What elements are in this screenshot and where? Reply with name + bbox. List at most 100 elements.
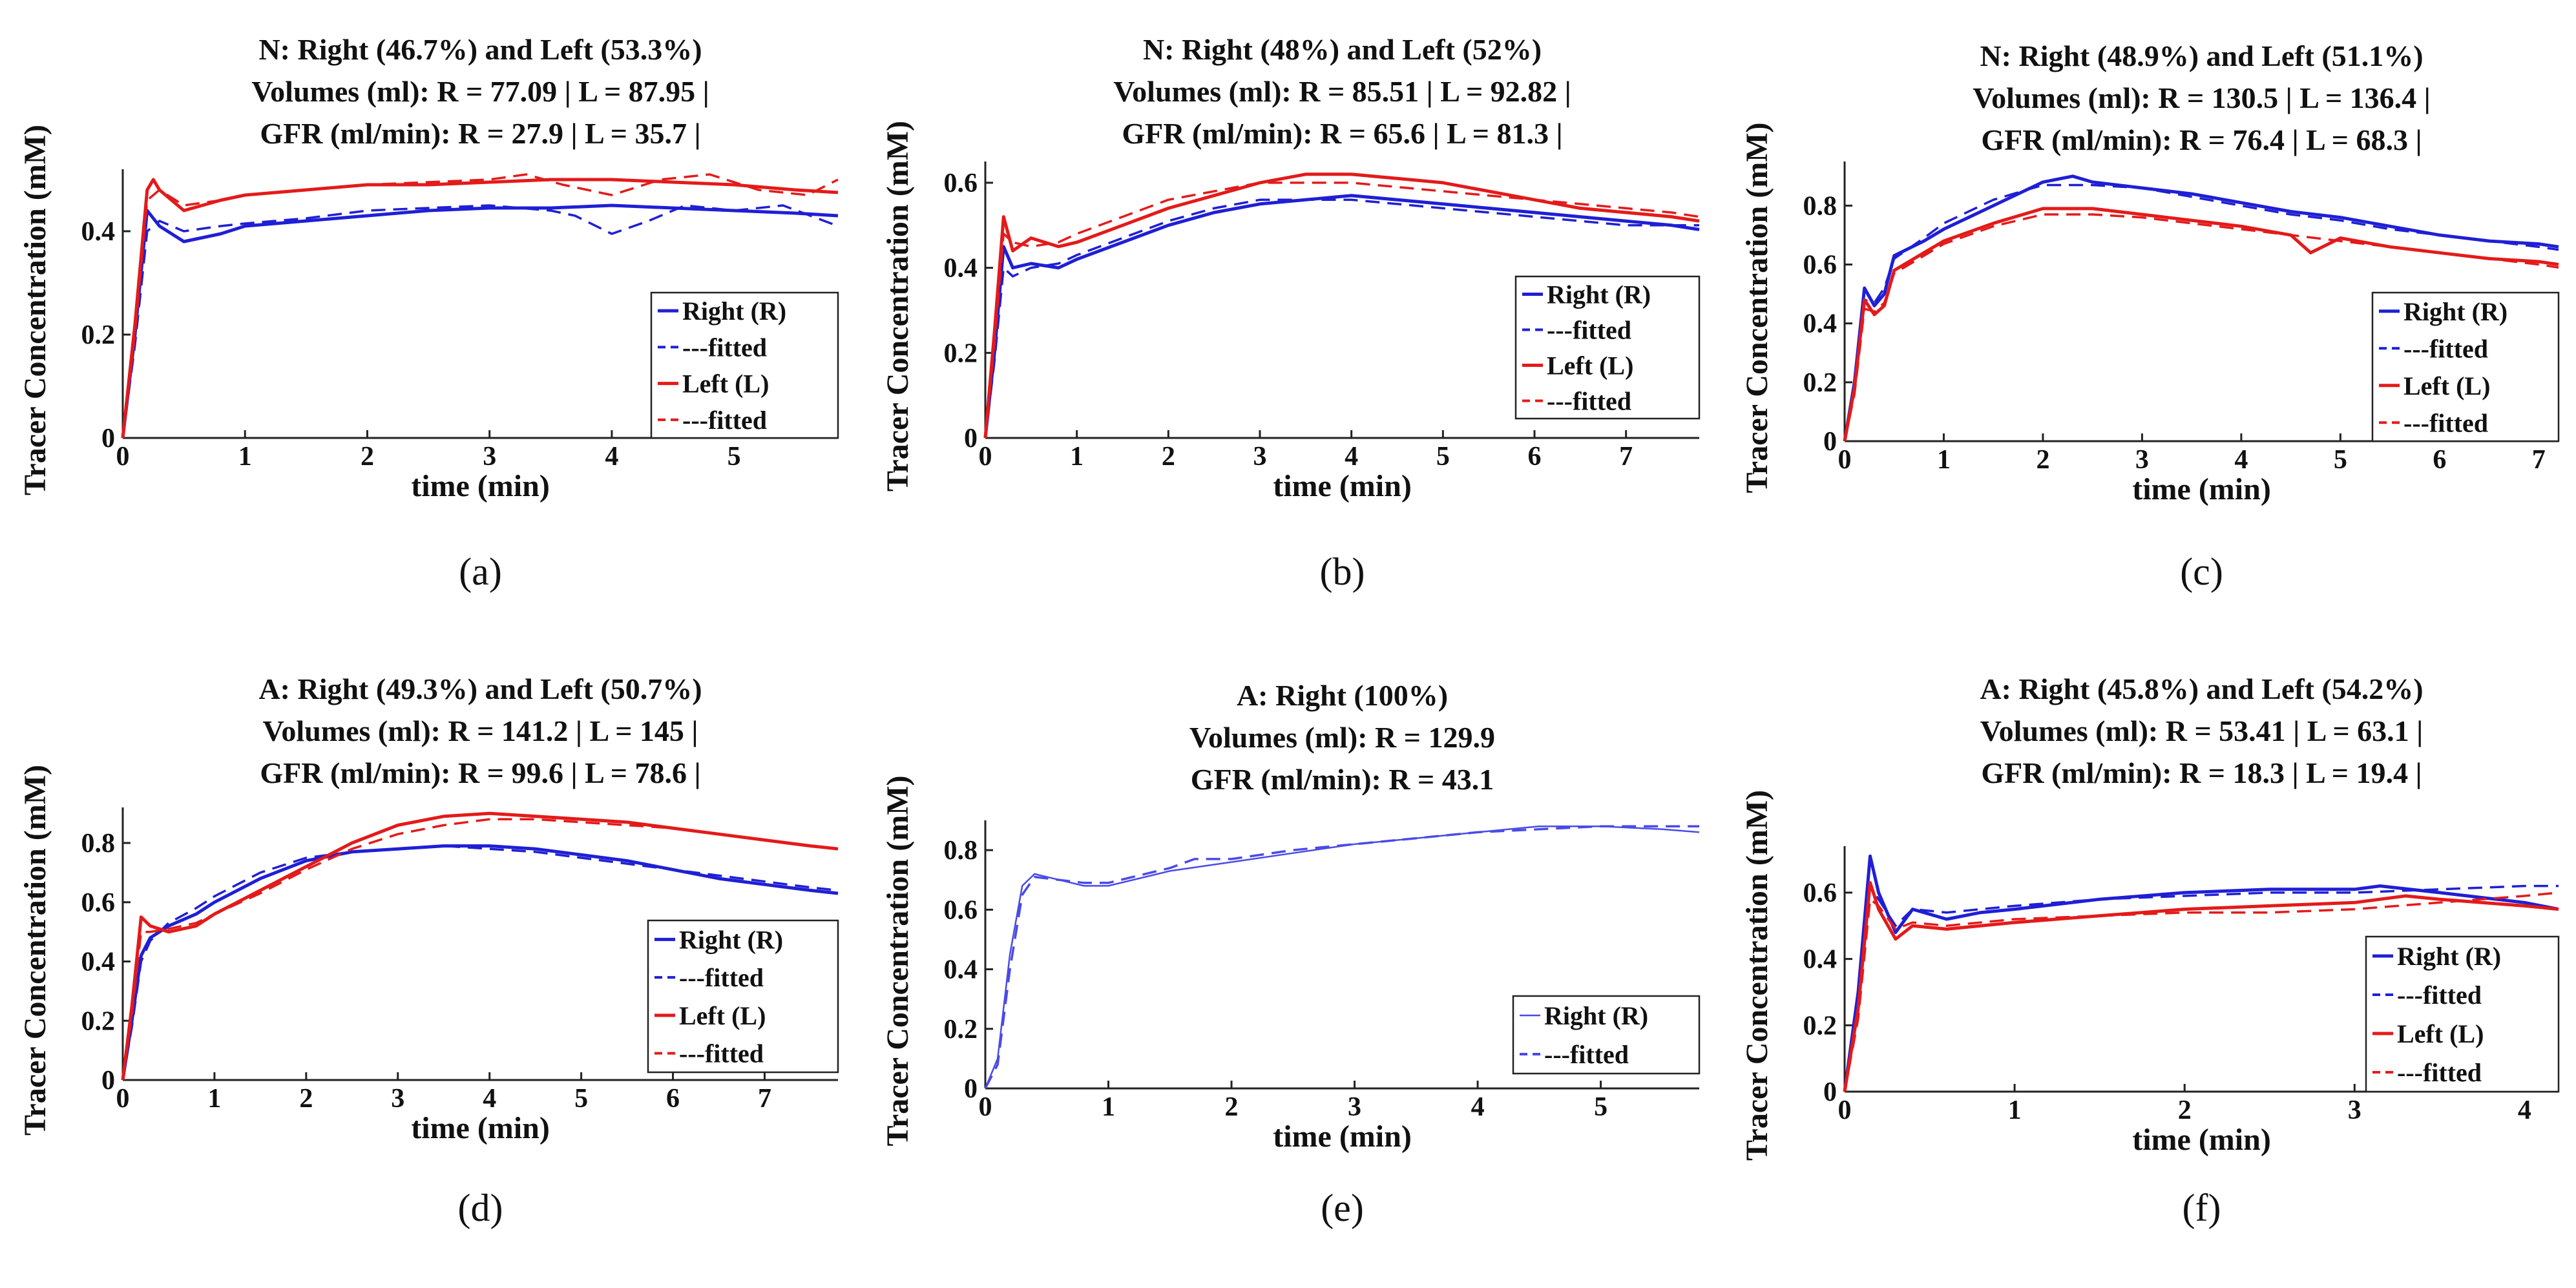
- chart-title-line: GFR (ml/min): R = 18.3 | L = 19.4 |: [1981, 756, 2422, 789]
- y-axis-label: Tracer Concentration (mM): [1740, 122, 1774, 493]
- y-tick-label: 0.2: [1803, 368, 1838, 398]
- chart-panel-e: A: Right (100%) Volumes (ml): R = 129.9 GF…: [881, 679, 1701, 1229]
- y-tick-label: 0: [964, 424, 978, 453]
- x-tick-label: 2: [1225, 1092, 1239, 1122]
- x-tick-label: 4: [2234, 445, 2248, 475]
- chart-title-line: N: Right (46.7%) and Left (53.3%): [258, 33, 702, 66]
- y-tick-label: 0.4: [1803, 309, 1838, 339]
- series-line-2: [121, 178, 839, 439]
- legend-label: Left (L): [1547, 351, 1633, 380]
- series-line-3: [1843, 213, 2559, 442]
- x-tick-label: 4: [2518, 1096, 2531, 1125]
- chart-panel-f: A: Right (45.8%) and Left (54.2%) Volumes…: [1740, 672, 2560, 1229]
- legend-label: Left (L): [679, 1001, 766, 1030]
- series-line-1: [1843, 183, 2559, 442]
- series-line-2: [1843, 881, 2559, 1092]
- subfigure-caption: (c): [2180, 550, 2223, 593]
- series-line-0: [983, 194, 1700, 439]
- x-tick-label: 2: [361, 442, 374, 472]
- x-tick-label: 3: [2135, 445, 2149, 475]
- chart-title-line: N: Right (48%) and Left (52%): [1143, 33, 1542, 66]
- y-axis-label: Tracer Concentration (mM): [1740, 790, 1774, 1161]
- series-line-0: [1843, 854, 2559, 1092]
- y-tick-label: 0: [1823, 1077, 1837, 1107]
- chart-title-line: Volumes (ml): R = 53.41 | L = 63.1 |: [1980, 714, 2424, 747]
- x-tick-label: 1: [2008, 1096, 2022, 1125]
- x-tick-label: 1: [1102, 1092, 1115, 1122]
- x-tick-label: 5: [1594, 1092, 1607, 1122]
- x-axis-label: time (min): [1273, 469, 1412, 503]
- x-tick-label: 6: [666, 1084, 680, 1114]
- legend-label: Right (R): [2403, 297, 2508, 326]
- chart-title-line: Volumes (ml): R = 77.09 | L = 87.95 |: [251, 75, 709, 108]
- x-tick-label: 5: [728, 442, 741, 472]
- y-tick-label: 0.8: [81, 829, 116, 858]
- chart-title-line: Volumes (ml): R = 129.9: [1189, 721, 1495, 754]
- subfigure-caption: (a): [459, 550, 502, 593]
- x-tick-label: 7: [2532, 445, 2546, 475]
- x-axis-label: time (min): [411, 469, 550, 503]
- x-tick-label: 4: [483, 1084, 496, 1114]
- x-tick-label: 1: [238, 442, 252, 472]
- legend-label: ---fitted: [682, 406, 767, 435]
- x-tick-label: 3: [1253, 442, 1267, 472]
- legend-label: ---fitted: [682, 333, 767, 362]
- y-tick-label: 0.2: [81, 1006, 116, 1036]
- legend-label: Left (L): [682, 369, 769, 399]
- y-tick-label: 0: [101, 1066, 115, 1096]
- y-tick-label: 0.4: [81, 948, 116, 977]
- legend-box: [1514, 275, 1701, 420]
- series-line-3: [1843, 891, 2559, 1092]
- x-tick-label: 0: [1838, 1096, 1852, 1125]
- y-tick-label: 0.2: [1803, 1011, 1838, 1041]
- x-tick-label: 6: [2433, 445, 2446, 475]
- chart-panel-b: N: Right (48%) and Left (52%) Volumes (ml…: [881, 33, 1701, 593]
- y-tick-label: 0.6: [81, 888, 116, 918]
- legend-label: Left (L): [2403, 371, 2490, 400]
- chart-title-line: Volumes (ml): R = 130.5 | L = 136.4 |: [1973, 81, 2431, 114]
- legend-label: Left (L): [2397, 1019, 2484, 1048]
- chart-panel-a: N: Right (46.7%) and Left (53.3%) Volumes…: [18, 33, 839, 593]
- y-tick-label: 0.4: [944, 254, 978, 284]
- x-tick-label: 1: [207, 1084, 221, 1114]
- x-tick-label: 0: [116, 442, 130, 472]
- y-tick-label: 0: [964, 1074, 978, 1104]
- y-axis-label: Tracer Concentration (mM): [18, 765, 52, 1136]
- y-tick-label: 0.6: [944, 169, 978, 198]
- x-tick-label: 0: [116, 1084, 130, 1114]
- x-tick-label: 2: [1162, 442, 1175, 472]
- x-tick-label: 6: [1528, 442, 1542, 472]
- x-axis-label: time (min): [1273, 1119, 1412, 1154]
- series-line-1: [984, 825, 1699, 1089]
- series-line-1: [1843, 884, 2559, 1092]
- y-tick-label: 0.8: [1803, 191, 1838, 221]
- series-line-0: [1843, 174, 2559, 442]
- y-axis-label: Tracer Concentration (mM): [881, 775, 915, 1146]
- x-tick-label: 0: [979, 442, 992, 472]
- subfigure-caption: (b): [1320, 550, 1365, 593]
- y-tick-label: 0.2: [944, 338, 978, 368]
- x-tick-label: 5: [574, 1084, 588, 1114]
- series-line-1: [984, 198, 1699, 439]
- y-tick-label: 0.6: [1803, 251, 1838, 280]
- x-axis-label: time (min): [2132, 1123, 2271, 1157]
- legend-box: [650, 291, 839, 439]
- series-line-0: [121, 844, 839, 1081]
- y-tick-label: 0.2: [944, 1015, 978, 1044]
- legend-label: ---fitted: [2403, 334, 2488, 363]
- x-tick-label: 1: [1070, 442, 1084, 472]
- subfigure-caption: (f): [2183, 1187, 2221, 1229]
- x-tick-label: 2: [299, 1084, 313, 1114]
- chart-title-line: A: Right (100%): [1237, 679, 1448, 712]
- legend-label: ---fitted: [2403, 408, 2488, 437]
- legend-label: ---fitted: [1544, 1040, 1629, 1069]
- x-axis-label: time (min): [2132, 472, 2271, 506]
- legend-label: Right (R): [1547, 280, 1651, 309]
- legend-label: ---fitted: [2397, 1058, 2482, 1087]
- legend-label: ---fitted: [679, 963, 764, 992]
- y-tick-label: 0.4: [944, 955, 978, 985]
- x-tick-label: 3: [2348, 1096, 2361, 1125]
- legend-label: ---fitted: [1547, 387, 1631, 416]
- series-line-1: [121, 204, 839, 439]
- x-tick-label: 4: [1345, 442, 1358, 472]
